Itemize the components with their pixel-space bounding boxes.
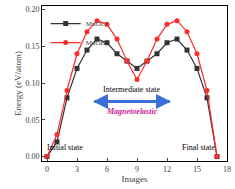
svg-text:15: 15 [193, 165, 201, 174]
svg-text:MnOCl: MnOCl [86, 20, 107, 28]
svg-text:9: 9 [135, 165, 139, 174]
svg-text:0.00: 0.00 [25, 152, 39, 161]
svg-text:0.15: 0.15 [25, 42, 39, 51]
svg-text:0.10: 0.10 [25, 79, 39, 88]
svg-text:18: 18 [223, 165, 231, 174]
svg-text:Intermediate state: Intermediate state [103, 85, 161, 94]
svg-text:Images: Images [122, 174, 148, 184]
svg-text:3: 3 [75, 165, 79, 174]
svg-text:Initial state: Initial state [47, 143, 83, 152]
svg-text:12: 12 [163, 165, 171, 174]
svg-text:6: 6 [105, 165, 109, 174]
svg-text:Magnetoelastic: Magnetoelastic [106, 107, 158, 116]
svg-text:Final state: Final state [182, 143, 216, 152]
svg-text:0.05: 0.05 [25, 116, 39, 125]
svg-text:0: 0 [45, 165, 49, 174]
svg-text:0.20: 0.20 [25, 5, 39, 14]
svg-text:Energy (eV/atom): Energy (eV/atom) [13, 51, 23, 116]
svg-text:MnOBr: MnOBr [86, 39, 108, 47]
